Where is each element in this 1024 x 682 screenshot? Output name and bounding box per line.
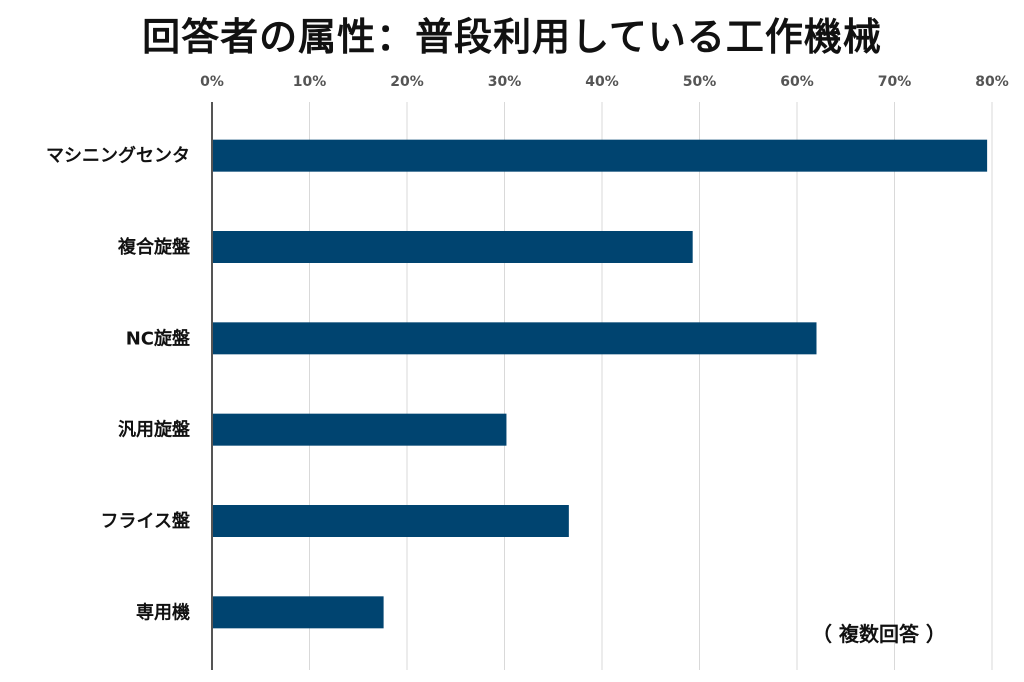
bar bbox=[212, 139, 988, 172]
x-tick-label: 50% bbox=[683, 74, 717, 90]
category-label: NC旋盤 bbox=[126, 327, 191, 349]
x-tick-label: 20% bbox=[390, 74, 424, 90]
bar bbox=[212, 596, 384, 629]
bar bbox=[212, 413, 507, 446]
bar bbox=[212, 505, 569, 537]
x-tick-label: 10% bbox=[293, 74, 327, 90]
category-label: 汎用旋盤 bbox=[118, 419, 191, 441]
category-label: 専用機 bbox=[136, 601, 190, 623]
bar bbox=[212, 322, 817, 355]
x-tick-label: 30% bbox=[488, 74, 522, 90]
x-tick-label: 70% bbox=[878, 74, 912, 90]
category-label: マシニングセンタ bbox=[46, 145, 190, 167]
chart-note: （ 複数回答 ） bbox=[812, 622, 946, 646]
x-tick-label: 60% bbox=[780, 74, 814, 90]
x-tick-label: 80% bbox=[975, 74, 1009, 90]
x-tick-label: 40% bbox=[585, 74, 619, 90]
grid-lines bbox=[309, 102, 993, 670]
bar bbox=[212, 231, 693, 263]
bars bbox=[212, 139, 988, 629]
category-label: フライス盤 bbox=[101, 510, 191, 532]
x-tick-labels: 0% 10% 20% 30% 40% 50% 60% 70% 80% bbox=[200, 74, 1009, 90]
category-label: 複合旋盤 bbox=[117, 236, 191, 258]
x-tick-label: 0% bbox=[200, 74, 224, 90]
chart-title: 回答者の属性：普段利用している工作機械 bbox=[142, 15, 882, 59]
